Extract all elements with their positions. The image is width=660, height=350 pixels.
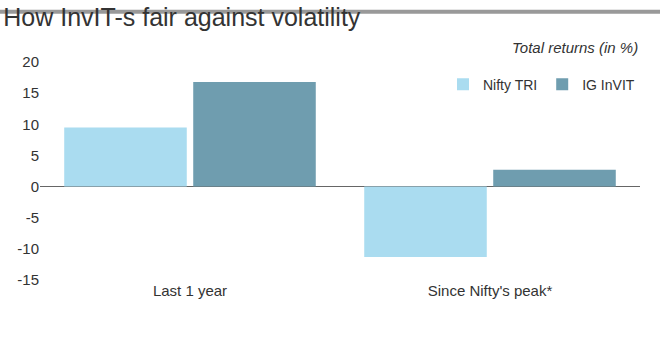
svg-text:*September 26, 2024: *September 26, 2024: [515, 347, 638, 350]
svg-text:Nifty TRI: Nifty TRI: [483, 77, 537, 93]
svg-text:Since Nifty's peak*: Since Nifty's peak*: [428, 282, 553, 299]
svg-text:-5: -5: [26, 209, 39, 226]
svg-text:How InvIT-s fair against volat: How InvIT-s fair against volatility: [3, 3, 361, 31]
svg-text:Total returns (in %): Total returns (in %): [512, 39, 638, 56]
svg-text:0: 0: [31, 178, 39, 195]
svg-text:15: 15: [22, 84, 39, 101]
svg-text:IG InVIT: IG InVIT: [582, 77, 635, 93]
svg-text:-15: -15: [17, 271, 39, 288]
svg-text:20: 20: [22, 53, 39, 70]
svg-text:10: 10: [22, 116, 39, 133]
svg-text:5: 5: [31, 147, 39, 164]
svg-text:-10: -10: [17, 240, 39, 257]
svg-text:Last 1 year: Last 1 year: [153, 282, 227, 299]
